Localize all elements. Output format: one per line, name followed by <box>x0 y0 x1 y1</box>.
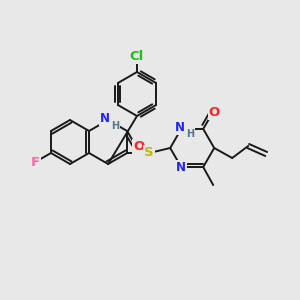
Text: N: N <box>100 112 110 125</box>
Text: Cl: Cl <box>130 50 144 62</box>
Text: O: O <box>134 140 145 153</box>
Text: O: O <box>208 106 220 119</box>
Text: H: H <box>111 121 119 131</box>
Text: S: S <box>144 146 154 160</box>
Text: N: N <box>176 160 186 174</box>
Text: F: F <box>31 155 40 169</box>
Text: H: H <box>186 129 194 139</box>
Text: N: N <box>175 122 185 134</box>
